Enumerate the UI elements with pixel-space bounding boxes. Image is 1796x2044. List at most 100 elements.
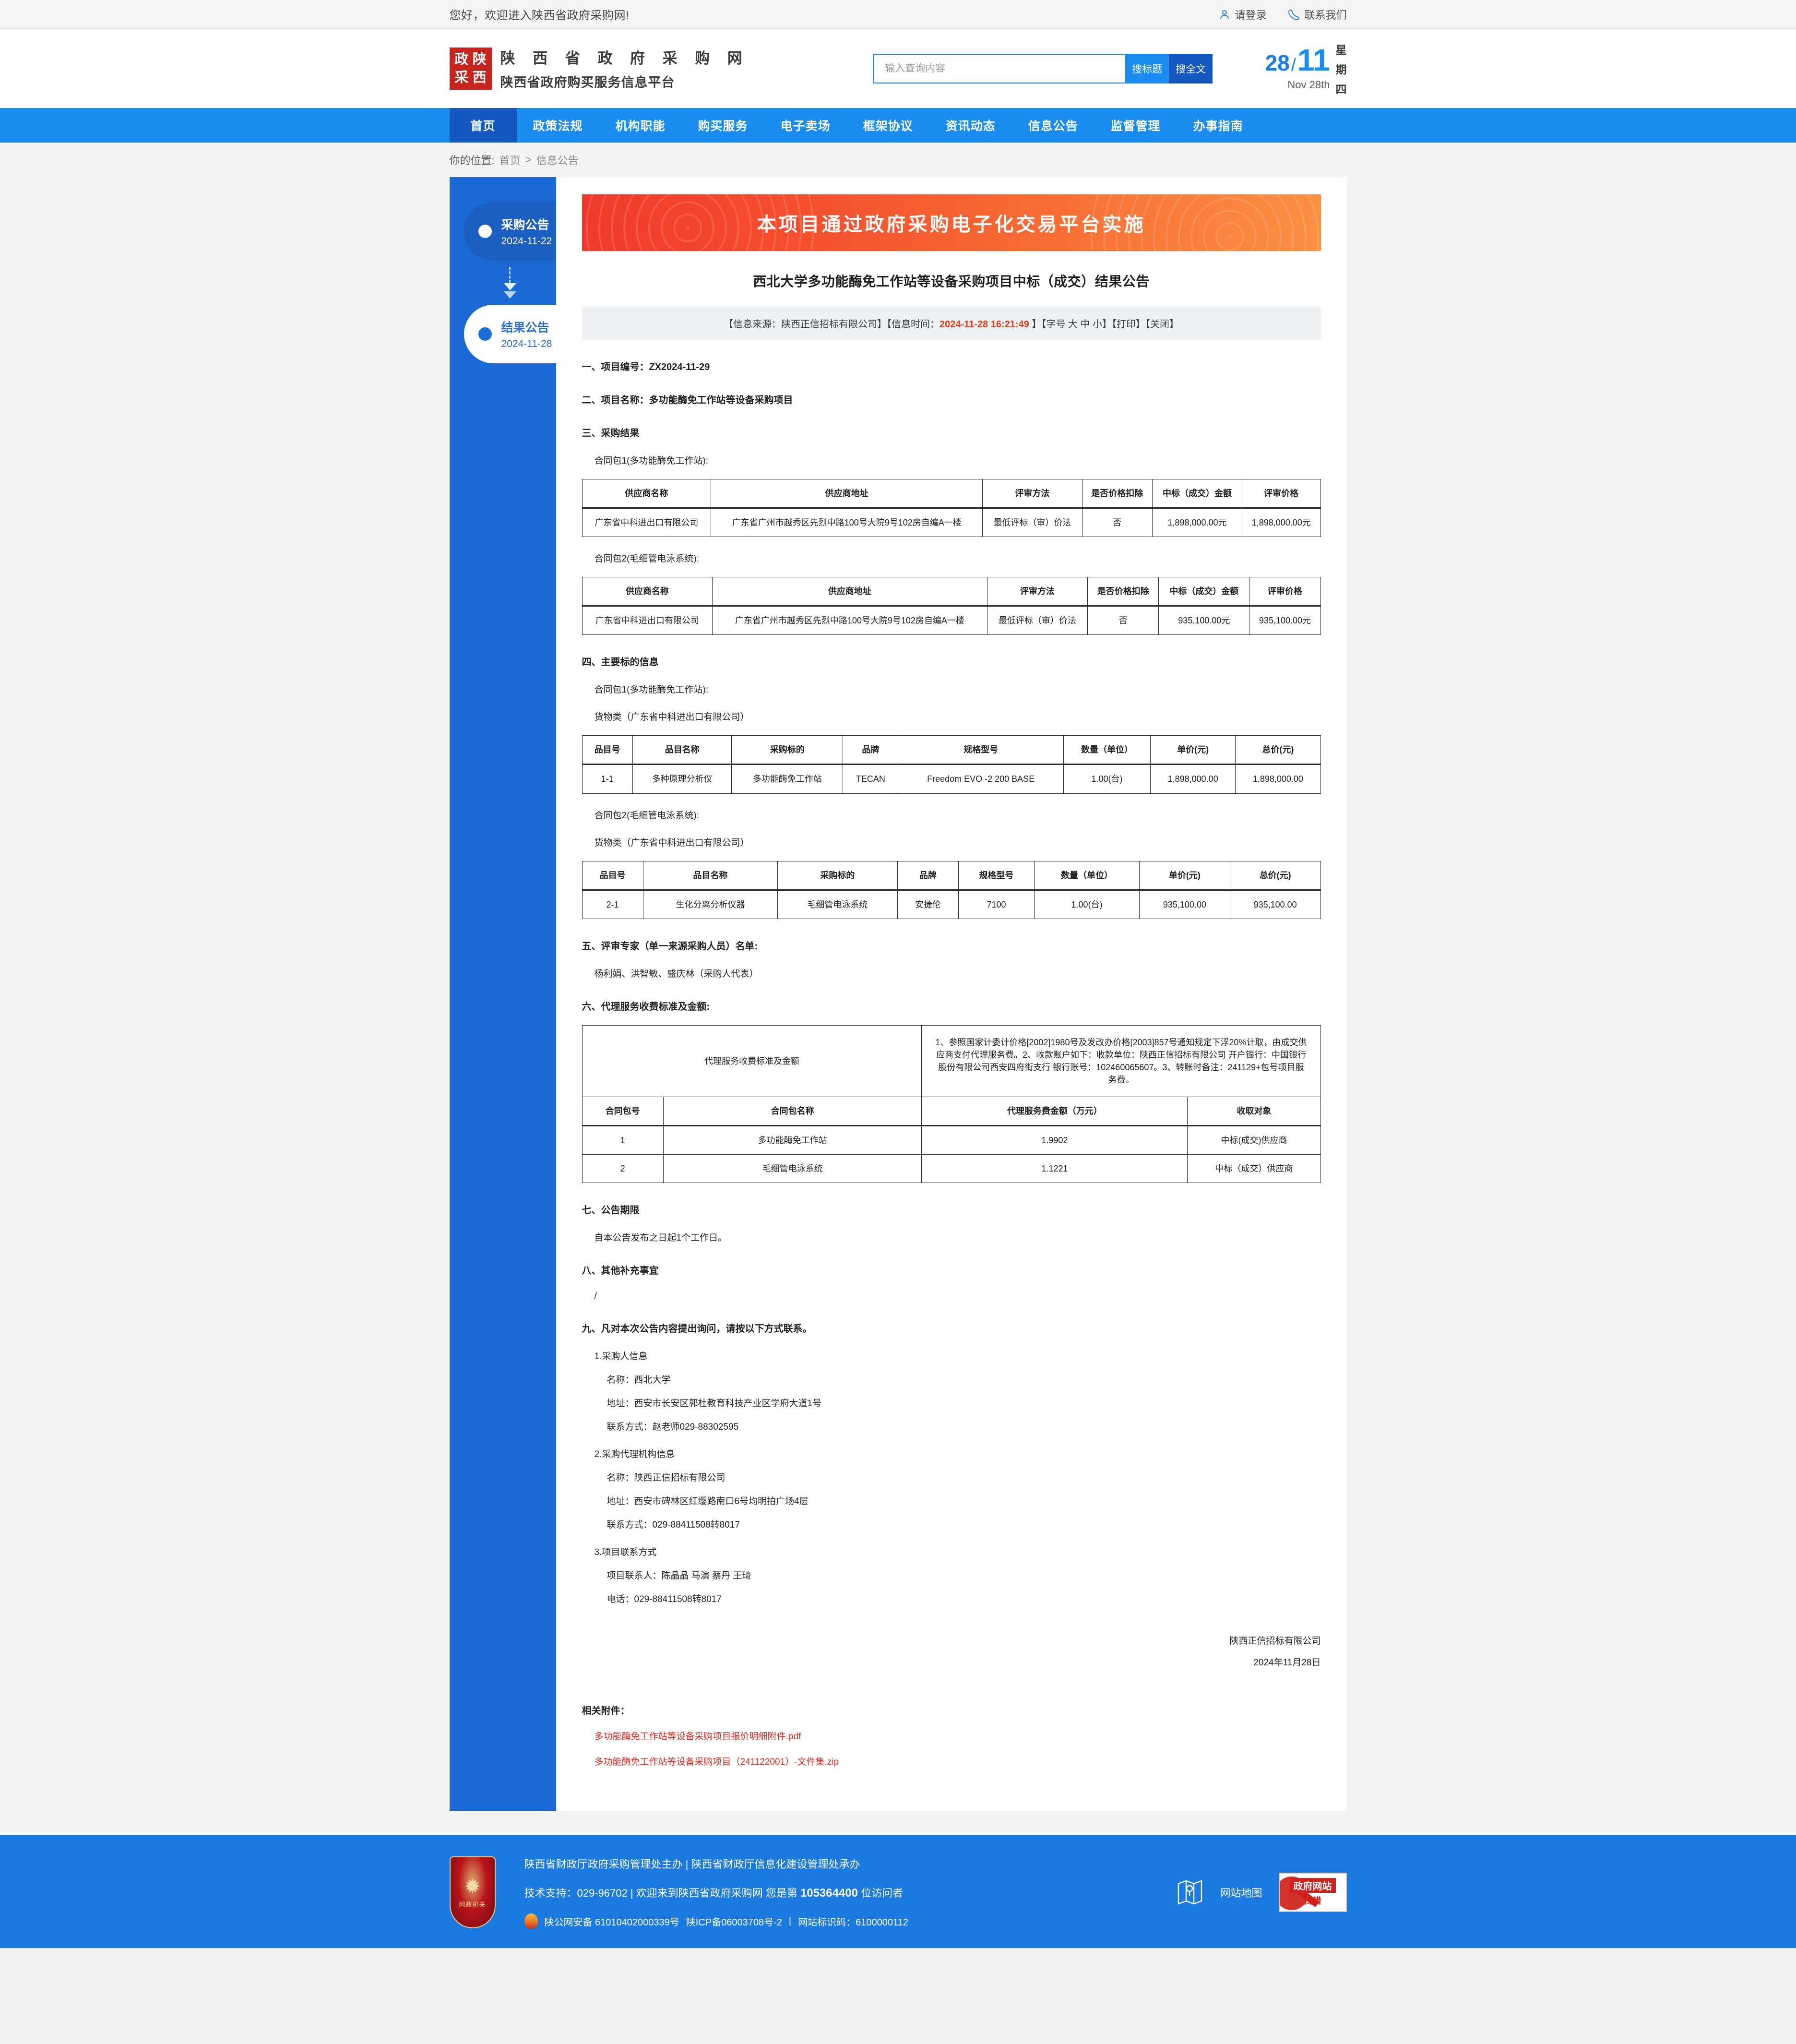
table-cell: 广东省中科进出口有限公司	[582, 508, 712, 538]
table-cell: 1.00(台)	[1034, 889, 1140, 919]
fontsize-medium-button[interactable]: 中	[1080, 319, 1090, 330]
table-cell: 935,100.00元	[1158, 606, 1250, 635]
table-cell: 毛细管电泳系统	[777, 889, 898, 919]
contact-label: 联系我们	[1304, 9, 1347, 21]
goods-table-package2: 品目号 品目名称 采购标的 品牌 规格型号 数量（单位） 单价(元) 总价(元) 2-1 生化分离…	[582, 861, 1321, 919]
close-button[interactable]: 【关闭】	[1145, 319, 1179, 330]
table-cell: 7100	[958, 889, 1035, 919]
column-header: 品目名称	[632, 735, 732, 765]
nav-item-资讯动态[interactable]: 资讯动态	[945, 120, 996, 133]
attachment-link[interactable]: 多功能酶免工作站等设备采购项目（241122001）-文件集.zip	[594, 1757, 839, 1768]
site-identifier-code: 网站标识码：6100000112	[798, 1917, 908, 1928]
welcome-text: 您好，欢迎进入陕西省政府采购网!	[449, 9, 630, 22]
footer-support-line: 技术支持：029-96702 | 欢迎来到陕西省政府采购网 您是第 105364…	[524, 1885, 1148, 1900]
timeline-node-procurement-notice[interactable]: 采购公告 2024-11-22	[464, 202, 556, 261]
column-header: 合同包号	[582, 1097, 664, 1127]
sitemap-label[interactable]: 网站地图	[1220, 1887, 1262, 1900]
meta-time-value: 2024-11-28 16:21:49	[939, 319, 1029, 330]
contact-line: 名称：西北大学	[607, 1375, 671, 1386]
table-cell: 1	[582, 1125, 664, 1155]
breadcrumb-current[interactable]: 信息公告	[536, 155, 579, 167]
contact-group-heading: 3.项目联系方式	[594, 1547, 657, 1558]
table-cell: 935,100.00元	[1249, 606, 1321, 635]
footer-organizer-line: 陕西省财政厅政府采购管理处主办 | 陕西省财政厅信息化建设管理处承办	[524, 1858, 860, 1871]
nav-item-购买服务[interactable]: 购买服务	[698, 120, 748, 133]
fontsize-large-button[interactable]: 大	[1068, 319, 1078, 330]
review-experts-list: 杨利娟、洪智敏、盛庆林（采购人代表）	[594, 968, 759, 979]
column-header: 单价(元)	[1139, 861, 1230, 891]
nav-item-监督管理[interactable]: 监督管理	[1110, 120, 1161, 133]
column-header: 评审价格	[1249, 577, 1321, 607]
date-english: Nov 28th	[1287, 78, 1330, 91]
column-header: 品目号	[582, 861, 643, 891]
table-cell: 1,898,000.00元	[1242, 508, 1321, 538]
table-row: 2-1 生化分离分析仪器 毛细管电泳系统 安捷伦 7100 1.00(台) 935,100.…	[582, 889, 1321, 919]
section-notice-period: 七、公告期限	[582, 1205, 640, 1216]
nav-item-政策法规[interactable]: 政策法规	[533, 120, 583, 133]
breadcrumb-home[interactable]: 首页	[499, 155, 521, 167]
timeline-node-result-notice[interactable]: 结果公告 2024-11-28	[464, 305, 556, 363]
nav-item-首页[interactable]: 首页	[449, 108, 517, 143]
timeline-dot-icon	[478, 327, 492, 341]
site-logo-seal: 政 陕 采 西	[449, 47, 492, 90]
seal-char-4: 西	[471, 69, 488, 86]
timeline-title: 采购公告	[501, 218, 549, 232]
fee-header-row: 合同包号 合同包名称 代理服务费金额（万元） 收取对象	[582, 1097, 1321, 1127]
weekday-char-3: 四	[1335, 83, 1347, 96]
search-title-button[interactable]: 搜标题	[1125, 53, 1169, 84]
gov-website-error-report-badge[interactable]: 政府网站 找错	[1278, 1873, 1347, 1913]
column-header: 品目名称	[642, 861, 778, 891]
contact-line: 项目联系人：陈晶晶 马演 蔡丹 王琦	[607, 1571, 751, 1581]
contact-link[interactable]: 联系我们	[1288, 7, 1347, 22]
table-cell: 1,898,000.00	[1235, 764, 1321, 794]
search-fulltext-button[interactable]: 搜全文	[1169, 53, 1213, 84]
police-record-number[interactable]: 陕公网安备 61010402000339号	[544, 1917, 679, 1928]
breadcrumb-prefix: 你的位置:	[449, 155, 495, 167]
table-cell: 生化分离分析仪器	[642, 889, 778, 919]
gov-check-top-label: 政府网站	[1289, 1878, 1336, 1893]
nav-item-办事指南[interactable]: 办事指南	[1193, 120, 1243, 133]
phone-icon	[1288, 9, 1300, 20]
meta-time-close: 】	[1032, 319, 1042, 330]
notice-period-body: 自本公告发布之日起1个工作日。	[594, 1233, 727, 1243]
column-header: 供应商名称	[582, 478, 712, 509]
meta-time-label: 【信息时间：	[886, 319, 940, 330]
attachment-link[interactable]: 多功能酶免工作站等设备采购项目报价明细附件.pdf	[594, 1732, 801, 1742]
column-header: 中标（成交）金额	[1158, 577, 1250, 607]
contact-line: 名称：陕西正信招标有限公司	[607, 1473, 726, 1483]
brand-block[interactable]: 政 陕 采 西 陕 西 省 政 府 采 购 网 陕西省政府购买服务信息平台	[449, 46, 749, 91]
table-cell: 否	[1087, 606, 1159, 635]
other-matters-body: /	[594, 1291, 597, 1302]
table-cell: 广东省中科进出口有限公司	[582, 606, 713, 635]
sitemap-icon[interactable]	[1177, 1878, 1203, 1907]
column-header: 总价(元)	[1229, 861, 1321, 891]
contact-line: 地址：西安市长安区郭杜教育科技产业区学府大道1号	[607, 1399, 822, 1409]
contact-line: 联系方式：029-88411508转8017	[607, 1520, 740, 1530]
table-cell: 毛细管电泳系统	[663, 1154, 922, 1183]
nav-item-机构职能[interactable]: 机构职能	[615, 120, 666, 133]
result-package2-label: 合同包2(毛细管电泳系统):	[594, 554, 700, 564]
nav-item-信息公告[interactable]: 信息公告	[1028, 120, 1078, 133]
result-package1-label: 合同包1(多功能酶免工作站):	[594, 456, 709, 466]
announcement-timeline-sidebar: 采购公告 2024-11-22 结果公告 2024-11-28	[449, 177, 556, 1811]
login-link[interactable]: 请登录	[1219, 7, 1266, 22]
section-review-experts: 五、评审专家（单一来源采购人员）名单:	[582, 941, 758, 952]
column-header: 总价(元)	[1235, 735, 1321, 765]
fontsize-small-button[interactable]: 小	[1093, 319, 1103, 330]
search-box[interactable]: 搜标题 搜全文	[873, 53, 1213, 84]
search-input[interactable]	[873, 53, 1126, 84]
signoff-company: 陕西正信招标有限公司	[1229, 1636, 1321, 1647]
table-cell: 多种原理分析仪	[632, 764, 732, 794]
nav-item-电子卖场[interactable]: 电子卖场	[780, 120, 831, 133]
print-button[interactable]: 【打印】	[1112, 319, 1146, 330]
column-header: 供应商名称	[582, 577, 713, 607]
section-other-matters: 八、其他补充事宜	[582, 1266, 659, 1277]
contact-group-heading: 1.采购人信息	[594, 1351, 648, 1362]
icp-record-number[interactable]: 陕ICP备06003708号-2	[686, 1917, 782, 1928]
top-utility-bar: 您好，欢迎进入陕西省政府采购网! 请登录 联系我们	[0, 0, 1796, 29]
section-project-name: 二、项目名称：多功能酶免工作站等设备采购项目	[582, 395, 793, 406]
meta-source-value: 陕西正信招标有限公司	[781, 319, 877, 330]
footer-separator: |	[788, 1915, 792, 1926]
meta-source-close: 】	[877, 319, 887, 330]
nav-item-框架协议[interactable]: 框架协议	[863, 120, 913, 133]
